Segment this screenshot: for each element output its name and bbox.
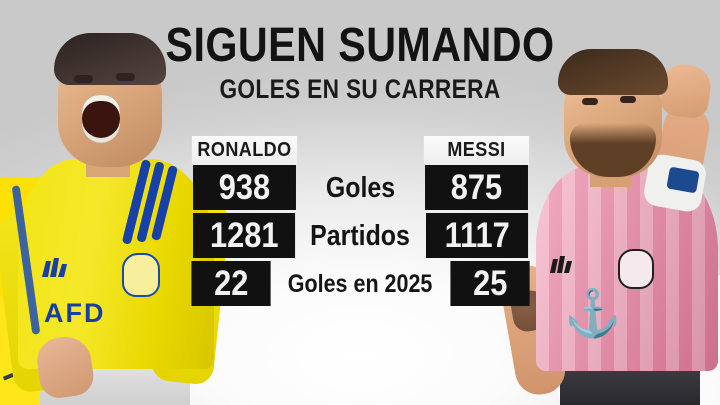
stat-value-right-goles-2025: 25 <box>450 261 530 306</box>
messi-hair <box>558 49 668 95</box>
stat-value-right-partidos: 1117 <box>425 213 529 258</box>
ronaldo-eye-right <box>116 73 135 81</box>
stat-value-left-goles: 938 <box>193 165 296 210</box>
stat-label-goles-2025: Goles en 2025 <box>288 269 433 298</box>
page-title: SIGUEN SUMANDO <box>165 19 555 72</box>
page-subtitle: GOLES EN SU CARRERA <box>219 74 501 104</box>
ronaldo-club-crest <box>122 253 160 297</box>
messi-beard <box>570 123 656 177</box>
stats-comparison-table: RONALDO MESSI 938 Goles 875 1281 Partido… <box>186 136 535 309</box>
stat-label-partidos: Partidos <box>310 219 411 252</box>
stat-value-left-partidos: 1281 <box>192 213 296 258</box>
ronaldo-hair <box>54 33 166 85</box>
ronaldo-open-mouth <box>82 95 120 143</box>
stat-label-goles: Goles <box>325 171 396 204</box>
messi-club-crest <box>618 249 654 289</box>
player-name-left: RONALDO <box>191 136 298 165</box>
messi-eye-right <box>620 96 636 103</box>
header-spacer <box>303 136 418 165</box>
stats-header-row: RONALDO MESSI <box>186 136 535 165</box>
anchor-icon: ⚓ <box>564 287 622 339</box>
adidas-logo-icon <box>40 257 68 277</box>
player-name-right: MESSI <box>423 136 530 165</box>
player-photo-ronaldo: AFD <box>0 0 232 405</box>
headline-block: SIGUEN SUMANDO GOLES EN SU CARRERA <box>0 19 720 104</box>
ronaldo-eye-left <box>74 75 93 83</box>
stat-value-left-goles-2025: 22 <box>191 261 271 306</box>
table-row: 22 Goles en 2025 25 <box>186 261 535 306</box>
table-row: 938 Goles 875 <box>186 165 535 210</box>
stat-value-right-goles: 875 <box>425 165 528 210</box>
messi-eye-left <box>582 98 598 105</box>
table-row: 1281 Partidos 1117 <box>186 213 535 258</box>
player-photo-messi: ⚓ <box>486 0 720 405</box>
ronaldo-jersey-sponsor: AFD <box>44 298 106 328</box>
adidas-logo-icon <box>548 255 574 273</box>
ronaldo-jersey <box>18 159 214 369</box>
